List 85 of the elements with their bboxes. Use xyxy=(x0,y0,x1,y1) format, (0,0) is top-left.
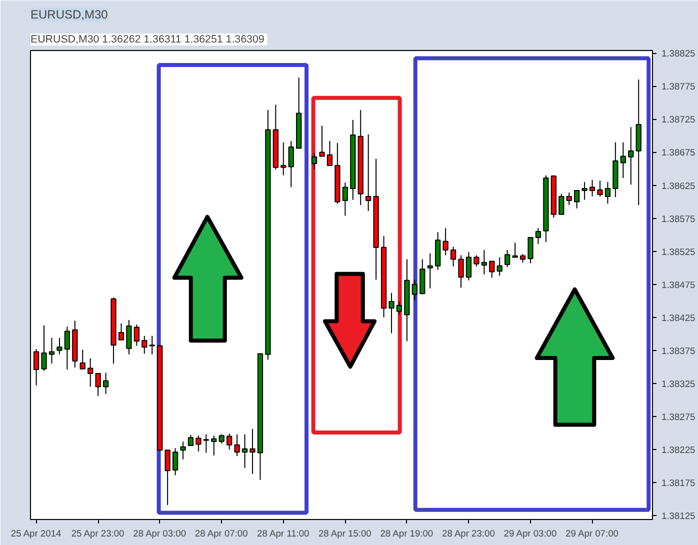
candlestick xyxy=(172,448,178,476)
y-tick-label: 1.38175 xyxy=(662,478,696,488)
candlestick xyxy=(427,252,433,289)
candlestick xyxy=(41,324,47,372)
x-tick-label: 28 Apr 19:00 xyxy=(380,528,434,538)
candlestick xyxy=(211,435,217,456)
candlestick xyxy=(88,358,94,388)
candlestick xyxy=(466,251,472,281)
x-tick-label: 29 Apr 03:00 xyxy=(504,528,557,538)
x-tick-label: 28 Apr 07:00 xyxy=(194,528,248,538)
candlestick xyxy=(504,249,510,268)
candlestick xyxy=(566,192,572,206)
x-tick-label: 28 Apr 15:00 xyxy=(318,528,372,538)
y-tick-label: 1.38775 xyxy=(662,82,696,92)
candlestick xyxy=(558,193,564,215)
chart-title: EURUSD,M30 xyxy=(30,8,108,22)
y-tick-label: 1.38375 xyxy=(662,346,696,356)
candlestick xyxy=(604,181,611,204)
candlestick xyxy=(102,372,109,394)
candlestick xyxy=(412,279,418,301)
candlestick xyxy=(450,246,456,268)
candlestick xyxy=(388,292,394,334)
y-tick-label: 1.38575 xyxy=(662,214,696,224)
candlestick xyxy=(574,190,580,209)
candlestick xyxy=(188,434,194,446)
chart-subtitle: EURUSD,M30 1.36262 1.36311 1.36251 1.36309 xyxy=(30,34,264,46)
candlestick xyxy=(242,434,248,468)
y-tick-label: 1.38425 xyxy=(662,312,696,323)
x-tick-label: 25 Apr 23:00 xyxy=(71,528,124,538)
y-tick-label: 1.38725 xyxy=(662,114,696,125)
candlestick xyxy=(489,260,495,278)
candlestick xyxy=(126,320,132,355)
y-tick-label: 1.38625 xyxy=(662,180,696,191)
x-tick-label: 29 Apr 07:00 xyxy=(566,528,618,538)
candlestick xyxy=(218,434,224,444)
y-tick-label: 1.38275 xyxy=(662,412,696,422)
x-tick-label: 25 Apr 2014 xyxy=(10,528,62,538)
candlestick xyxy=(628,126,634,186)
y-tick-label: 1.38475 xyxy=(662,280,696,290)
y-tick-label: 1.38125 xyxy=(662,511,696,522)
candlestick xyxy=(589,179,596,197)
candlestick xyxy=(396,301,402,316)
x-tick-label: 28 Apr 03:00 xyxy=(133,528,186,538)
candlestick xyxy=(164,450,170,506)
candlestick xyxy=(582,181,588,200)
y-tick-label: 1.38675 xyxy=(662,148,696,158)
candlestick xyxy=(118,322,124,340)
candlestick xyxy=(288,140,294,188)
candlestick xyxy=(33,348,40,386)
candlestick xyxy=(80,349,86,370)
candlestick xyxy=(142,335,148,354)
candlestick xyxy=(311,152,318,170)
candlestick xyxy=(180,441,186,460)
y-tick-label: 1.38325 xyxy=(662,378,696,389)
candlestick xyxy=(95,373,101,396)
candlestick xyxy=(250,428,256,474)
x-tick-label: 28 Apr 23:00 xyxy=(442,528,495,538)
candlestick xyxy=(342,182,348,216)
candlestick xyxy=(56,337,62,355)
y-tick-label: 1.38825 xyxy=(662,48,696,59)
candlestick xyxy=(528,236,534,264)
candlestick xyxy=(620,142,626,178)
candlestick xyxy=(48,337,55,364)
candlestick xyxy=(512,242,518,258)
candlestick xyxy=(496,256,502,276)
candlestick xyxy=(366,134,372,212)
candlestick xyxy=(597,180,603,197)
candlestick xyxy=(474,254,480,268)
candlestick xyxy=(535,228,542,245)
candlestick xyxy=(458,254,464,288)
candlestick xyxy=(196,435,202,452)
candlestick xyxy=(481,249,487,275)
candlestick xyxy=(226,433,232,450)
candlestick xyxy=(319,125,325,157)
x-tick-label: 28 Apr 11:00 xyxy=(257,528,310,538)
candlestick xyxy=(64,326,70,370)
candlestick xyxy=(149,335,155,355)
candlestick xyxy=(134,324,140,346)
candlestick xyxy=(442,228,448,256)
y-tick-label: 1.38225 xyxy=(662,444,696,455)
candlestick xyxy=(326,140,333,166)
candlestick xyxy=(280,142,286,176)
candlestick xyxy=(234,434,240,457)
y-tick-label: 1.38525 xyxy=(662,246,696,257)
candlestick xyxy=(203,434,209,454)
